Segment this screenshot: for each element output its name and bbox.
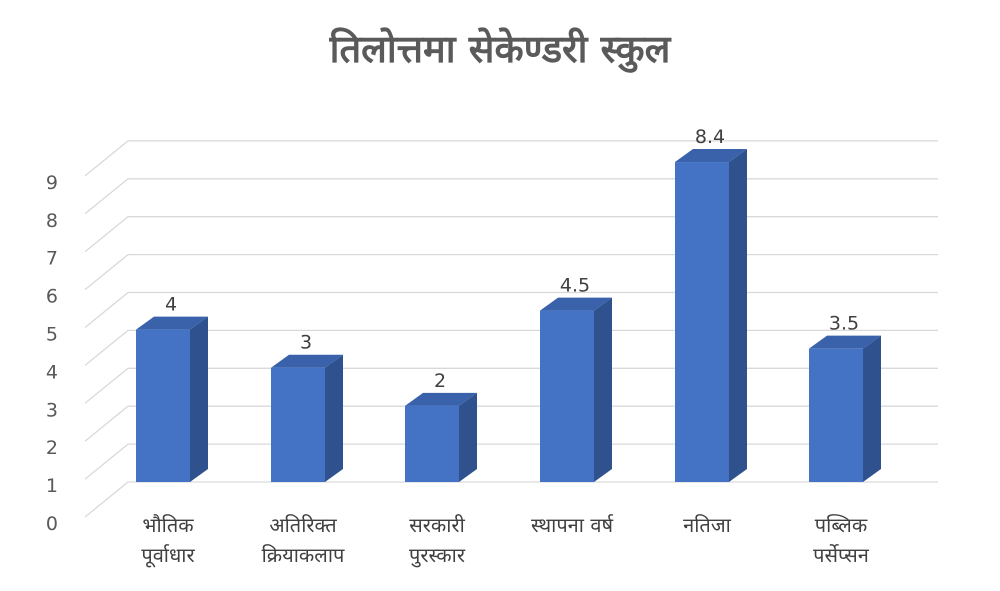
bar-front-face xyxy=(405,405,459,482)
data-label: 8.4 xyxy=(695,126,725,148)
bar xyxy=(271,354,343,482)
bar-top-face xyxy=(271,354,343,368)
y-tick-label: 8 xyxy=(46,210,58,232)
bar-side-face xyxy=(325,354,343,482)
data-labels-layer: 4 3 2 4.5 8.4 3.5 xyxy=(165,126,859,392)
y-tick-label: 5 xyxy=(46,324,58,346)
y-tick-label: 9 xyxy=(46,172,58,194)
gridline xyxy=(84,253,938,291)
bar-top-face xyxy=(136,316,208,330)
bar-front-face xyxy=(271,367,325,482)
bar-front-face xyxy=(540,310,594,482)
bar xyxy=(405,392,477,482)
bar xyxy=(809,335,881,482)
y-tick-label: 2 xyxy=(46,437,58,459)
bar-side-face xyxy=(729,149,747,482)
category-label: पब्लिक पर्सेप्सन xyxy=(813,513,870,567)
gridline xyxy=(84,329,938,366)
y-tick-label: 0 xyxy=(46,513,58,535)
bar-top-face xyxy=(809,335,881,349)
gridline xyxy=(84,367,938,404)
gridline xyxy=(84,481,938,518)
category-label: अतिरिक्त क्रियाकलाप xyxy=(262,513,345,567)
bar-side-face xyxy=(190,316,208,482)
y-tick-label: 1 xyxy=(46,475,58,497)
gridline xyxy=(84,291,938,329)
bar xyxy=(540,297,612,482)
data-label: 2 xyxy=(434,370,446,392)
data-label: 3 xyxy=(300,332,312,354)
data-label: 3.5 xyxy=(829,313,859,335)
bar-front-face xyxy=(136,329,190,482)
y-tick-label: 4 xyxy=(46,361,58,383)
data-label: 4 xyxy=(165,294,177,316)
bar-top-face xyxy=(405,392,477,406)
chart-title: तिलोत्तमा सेकेण्डरी स्कुल xyxy=(329,27,672,73)
gridline xyxy=(84,216,938,253)
gridline xyxy=(84,178,938,215)
category-label: स्थापना वर्ष xyxy=(531,513,614,537)
bar-side-face xyxy=(594,297,612,482)
y-axis-ticks: 0 1 2 3 4 5 6 7 8 9 xyxy=(46,172,58,535)
bar xyxy=(136,316,208,482)
gridline xyxy=(84,140,938,177)
category-labels-layer: भौतिक पूर्वाधार अतिरिक्त क्रियाकलाप सरकारी पु… xyxy=(141,513,869,568)
y-tick-label: 6 xyxy=(46,286,58,308)
bar xyxy=(675,149,747,482)
bar-front-face xyxy=(809,348,863,482)
grid-layer xyxy=(84,140,938,518)
y-tick-label: 7 xyxy=(46,248,58,270)
gridline xyxy=(84,443,938,480)
bar-front-face xyxy=(675,162,729,482)
bar-top-face xyxy=(540,297,612,311)
bar-top-face xyxy=(675,149,747,163)
category-label: भौतिक पूर्वाधार xyxy=(141,513,195,568)
category-label: नतिजा xyxy=(683,513,732,537)
bars-layer xyxy=(136,149,881,482)
category-label: सरकारी पुरस्कार xyxy=(409,513,466,568)
data-label: 4.5 xyxy=(560,275,590,297)
bar-side-face xyxy=(863,335,881,482)
bar-side-face xyxy=(459,392,477,482)
gridline xyxy=(84,405,938,442)
y-tick-label: 3 xyxy=(46,399,58,421)
